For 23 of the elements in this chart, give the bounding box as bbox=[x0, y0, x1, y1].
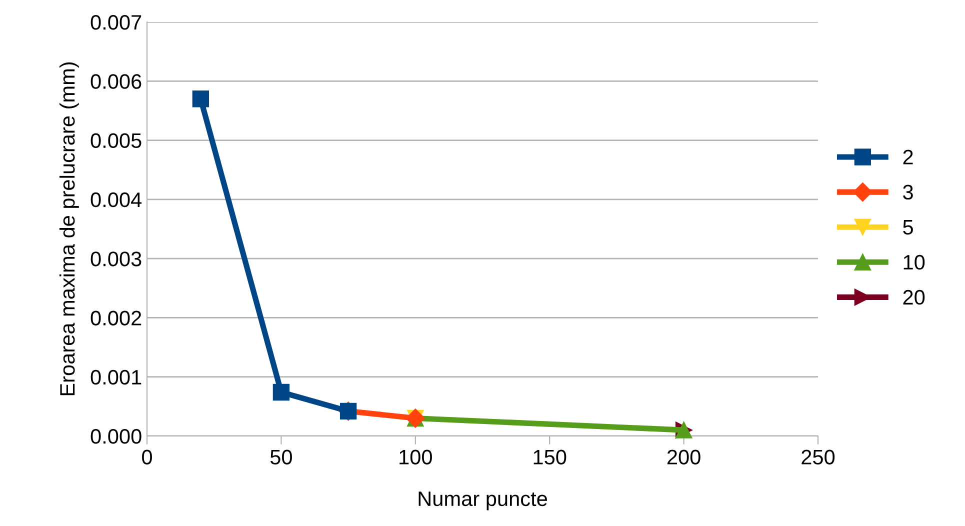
x-tick-label: 150 bbox=[534, 450, 566, 464]
legend-label: 3 bbox=[903, 184, 913, 200]
point bbox=[272, 384, 290, 401]
x-tick-label: 200 bbox=[667, 450, 700, 464]
x-tick-label: 100 bbox=[400, 450, 432, 464]
y-tick-label: 0.004 bbox=[90, 192, 142, 208]
y-tick-label: 0.003 bbox=[90, 252, 142, 266]
y-axis-title: Eroarea maxima de prelucrare (mm) bbox=[59, 62, 79, 396]
y-tick-label: 0.006 bbox=[90, 74, 142, 89]
x-tick-label: 50 bbox=[270, 450, 292, 464]
y-tick-label: 0.000 bbox=[90, 429, 142, 444]
x-tick-label: 250 bbox=[802, 450, 835, 464]
point bbox=[192, 90, 210, 108]
legend-label: 10 bbox=[904, 254, 925, 270]
y-tick-label: 0.001 bbox=[90, 370, 142, 385]
y-tick-label: 0.005 bbox=[90, 133, 142, 148]
y-tick-label: 0.007 bbox=[90, 15, 142, 30]
legend-label: 5 bbox=[903, 220, 913, 235]
legend-label: 2 bbox=[903, 150, 913, 164]
y-tick-label: 0.002 bbox=[90, 310, 142, 326]
x-axis-title: Numar puncte bbox=[418, 492, 548, 510]
legend-label: 20 bbox=[903, 290, 925, 305]
x-tick-label: 0 bbox=[142, 450, 152, 464]
